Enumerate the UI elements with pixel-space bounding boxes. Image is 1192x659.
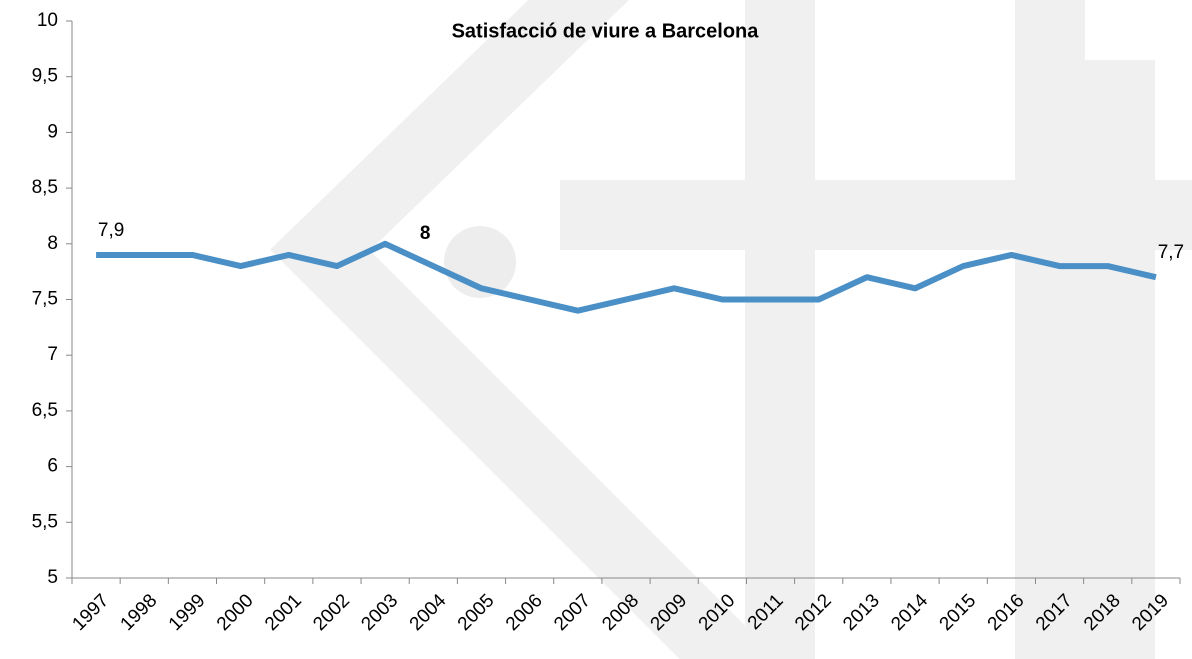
x-tick-label: 2006 bbox=[502, 590, 547, 635]
y-tick-label: 9 bbox=[47, 121, 58, 142]
x-tick-label: 2015 bbox=[936, 590, 981, 635]
chart-title: Satisfacció de viure a Barcelona bbox=[452, 20, 760, 42]
x-tick-label: 2003 bbox=[357, 590, 402, 635]
x-tick-label: 1999 bbox=[165, 590, 210, 635]
x-tick-label: 1998 bbox=[117, 590, 162, 635]
data-label: 7,7 bbox=[1158, 242, 1184, 263]
y-tick-label: 8,5 bbox=[32, 177, 58, 198]
x-tick-label: 2004 bbox=[406, 590, 451, 635]
x-tick-label: 2005 bbox=[454, 590, 499, 635]
x-tick-label: 2007 bbox=[550, 590, 595, 635]
y-tick-label: 5 bbox=[47, 567, 58, 588]
x-tick-label: 2014 bbox=[887, 590, 932, 635]
data-label: 7,9 bbox=[98, 220, 124, 241]
y-tick-label: 9,5 bbox=[32, 66, 58, 87]
y-tick-label: 8 bbox=[47, 233, 58, 254]
y-tick-label: 7,5 bbox=[32, 289, 58, 310]
x-tick-label: 2000 bbox=[213, 590, 258, 635]
data-label: 8 bbox=[420, 223, 431, 244]
watermark bbox=[270, 0, 1192, 659]
y-tick-label: 6 bbox=[47, 456, 58, 477]
y-tick-label: 5,5 bbox=[32, 511, 58, 532]
x-tick-label: 2013 bbox=[839, 590, 884, 635]
y-tick-label: 7 bbox=[47, 344, 58, 365]
line-series bbox=[96, 240, 1157, 314]
y-tick-label: 10 bbox=[37, 10, 58, 31]
x-tick-label: 1997 bbox=[68, 590, 113, 635]
x-tick-label: 2002 bbox=[309, 590, 354, 635]
x-tick-label: 2001 bbox=[261, 590, 306, 635]
y-tick-label: 6,5 bbox=[32, 400, 58, 421]
